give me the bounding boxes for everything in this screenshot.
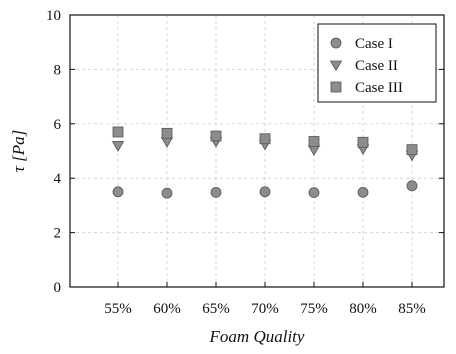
data-point-3 bbox=[259, 133, 271, 145]
data-point-2 bbox=[307, 145, 321, 156]
legend-marker-3 bbox=[330, 81, 342, 93]
data-point-1 bbox=[308, 187, 320, 199]
data-point-3 bbox=[112, 126, 124, 138]
grid bbox=[70, 15, 444, 287]
data-point-3 bbox=[406, 144, 418, 156]
y-tick-label: 10 bbox=[46, 8, 61, 24]
legend-marker-1 bbox=[330, 37, 342, 49]
y-axis-label: τ [Pa] bbox=[9, 130, 28, 172]
y-tick-label: 6 bbox=[54, 117, 62, 133]
data-point-2 bbox=[160, 137, 174, 148]
x-tick-label: 75% bbox=[300, 301, 328, 317]
data-point-1 bbox=[259, 186, 271, 198]
y-tick-label: 8 bbox=[54, 62, 62, 78]
legend: Case I Case II Case III bbox=[317, 23, 437, 103]
data-point-1 bbox=[406, 180, 418, 192]
data-points bbox=[111, 126, 419, 199]
x-tick-label: 70% bbox=[251, 301, 279, 317]
data-point-2 bbox=[111, 141, 125, 152]
data-point-3 bbox=[357, 136, 369, 148]
x-axis-label: Foam Quality bbox=[209, 327, 305, 346]
y-tick-label: 2 bbox=[54, 226, 62, 242]
legend-marker-2 bbox=[329, 60, 343, 72]
data-point-1 bbox=[161, 187, 173, 199]
y-tick-label: 0 bbox=[54, 280, 62, 296]
legend-label-3: Case III bbox=[355, 80, 403, 96]
data-point-3 bbox=[161, 127, 173, 139]
x-tick-label: 80% bbox=[349, 301, 377, 317]
x-tick-label: 65% bbox=[202, 301, 230, 317]
data-point-3 bbox=[210, 130, 222, 142]
legend-label-1: Case I bbox=[355, 36, 393, 52]
legend-label-2: Case II bbox=[355, 58, 398, 74]
data-point-3 bbox=[308, 136, 320, 147]
data-point-1 bbox=[357, 186, 369, 198]
data-point-1 bbox=[210, 186, 222, 198]
plot-frame bbox=[69, 14, 445, 288]
y-tick-label: 4 bbox=[54, 171, 62, 187]
x-tick-label: 55% bbox=[104, 301, 132, 317]
x-tick-label: 85% bbox=[398, 301, 426, 317]
data-point-1 bbox=[112, 186, 124, 198]
ticks: 0 2 4 6 8 10 55% 60% 65% 70% 75% 80% 85% bbox=[46, 8, 444, 317]
x-tick-label: 60% bbox=[153, 301, 181, 317]
